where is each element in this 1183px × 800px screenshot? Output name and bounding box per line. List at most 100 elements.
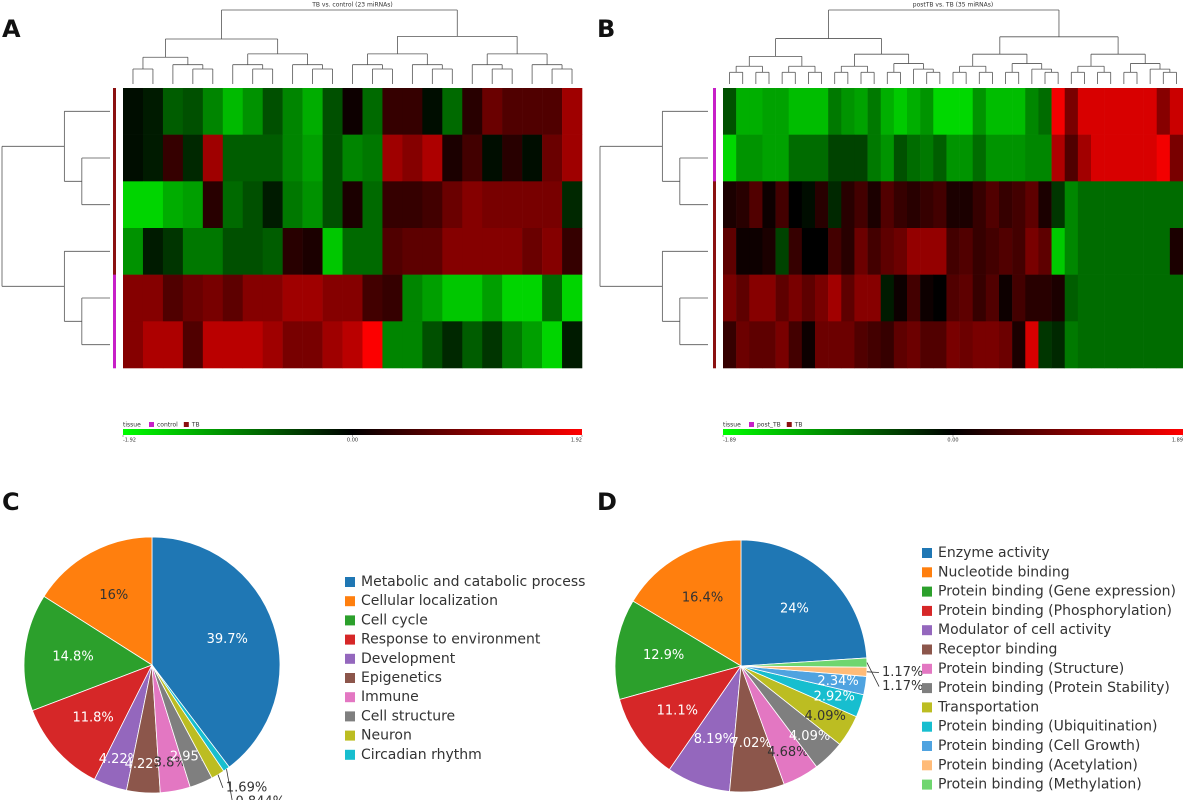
legend-label: Epigenetics <box>361 670 442 686</box>
heatmap-cell <box>775 134 790 182</box>
legend-swatch <box>345 711 355 722</box>
heatmap-cell <box>322 88 343 135</box>
heatmap-cell <box>1025 321 1039 369</box>
heatmap-cell <box>1143 134 1158 182</box>
pie-slice <box>740 539 868 667</box>
slice-label: 2.92% <box>814 690 855 705</box>
legend-label: control <box>157 422 178 429</box>
heatmap-cell <box>542 134 563 182</box>
legend-label: Metabolic and catabolic process <box>361 574 585 590</box>
heatmap-cell <box>1051 321 1066 369</box>
row-group-bar <box>713 321 716 369</box>
slice-label: 11.1% <box>657 704 698 719</box>
legend-label: Modulator of cell activity <box>938 622 1111 638</box>
heatmap-cell <box>762 321 776 369</box>
heatmap-cell <box>946 321 960 369</box>
heatmap-cell <box>1077 321 1092 369</box>
legend-label: Circadian rhythm <box>361 747 482 763</box>
heatmap-cell <box>1012 134 1026 182</box>
heatmap-cell <box>382 228 403 275</box>
heatmap-cell <box>867 134 882 182</box>
pie-slice <box>619 665 742 771</box>
heatmap-cell <box>222 134 244 182</box>
heatmap-cell <box>262 134 283 182</box>
heatmap-cell <box>462 321 483 369</box>
heatmap-cell <box>502 88 523 135</box>
heatmap-cell <box>162 274 184 322</box>
heatmap-cell <box>1038 181 1052 229</box>
pie-slice <box>151 536 281 768</box>
legend-label: Protein binding (Ubiquitination) <box>938 719 1157 735</box>
heatmap-cell <box>959 88 974 135</box>
heatmap-cell <box>1156 274 1171 322</box>
legend-label: Cell cycle <box>361 612 428 628</box>
heatmap-cell <box>442 134 463 182</box>
legend-label: Protein binding (Gene expression) <box>938 584 1176 600</box>
heatmap-cell <box>502 181 523 229</box>
heatmap-cell <box>1025 274 1039 322</box>
heatmap-cell <box>182 88 204 135</box>
heatmap-cell <box>801 274 816 322</box>
heatmap-cell <box>282 228 303 275</box>
heatmap-cell <box>302 134 323 182</box>
legend-swatch <box>922 567 932 578</box>
heatmap-cell <box>242 274 263 322</box>
panel-label: D <box>597 488 617 516</box>
heatmap-cell <box>828 321 842 369</box>
heatmap-cell <box>262 88 283 135</box>
heatmap-cell <box>920 321 934 369</box>
heatmap-cell <box>841 134 855 182</box>
heatmap-cell <box>1091 321 1105 369</box>
legend-swatch <box>922 702 932 713</box>
heatmap-cell <box>382 181 403 229</box>
heatmap-cell <box>1012 274 1026 322</box>
heatmap-cell <box>1104 321 1118 369</box>
heatmap-cell <box>522 181 543 229</box>
legend-swatch <box>922 548 932 558</box>
panel-label: A <box>2 15 21 43</box>
color-bar-tick-label: 1.89 <box>1172 438 1183 444</box>
heatmap-cell <box>907 181 921 229</box>
heatmap-cell <box>841 181 855 229</box>
legend-swatch <box>345 634 355 645</box>
heatmap-cell <box>736 134 750 182</box>
heatmap-cell <box>242 134 263 182</box>
heatmap-cell <box>482 274 503 322</box>
heatmap-cell <box>841 274 855 322</box>
heatmap-cell <box>242 228 263 275</box>
heatmap-cell <box>920 228 934 275</box>
legend-label: Protein binding (Protein Stability) <box>938 680 1170 696</box>
heatmap-cell <box>959 134 974 182</box>
heatmap-cell <box>123 228 144 275</box>
heatmap-cell <box>262 274 283 322</box>
heatmap-cell <box>1077 88 1092 135</box>
heatmap-cell <box>1038 88 1052 135</box>
legend-label: Protein binding (Acetylation) <box>938 757 1138 773</box>
heatmap-cell <box>907 228 921 275</box>
heatmap-cell <box>302 274 323 322</box>
slice-label: 2.34% <box>817 674 858 689</box>
legend-swatch <box>922 779 932 790</box>
heatmap-cell <box>362 181 383 229</box>
heatmap-cell <box>162 321 184 369</box>
legend-label: post_TB <box>757 422 781 429</box>
row-group-bar <box>713 134 716 182</box>
heatmap-cell <box>736 181 750 229</box>
heatmap-cell <box>985 88 1000 135</box>
legend-label: Protein binding (Methylation) <box>938 777 1142 793</box>
label-leader <box>217 774 224 788</box>
heatmap-cell <box>815 134 829 182</box>
row-group-bar <box>113 228 116 275</box>
heatmap-cell <box>815 321 829 369</box>
heatmap-cell <box>402 181 423 229</box>
heatmap-cell <box>362 134 383 182</box>
legend-swatch <box>786 422 792 427</box>
heatmap-cell <box>1038 321 1052 369</box>
heatmap-cell <box>162 134 184 182</box>
heatmap-cell <box>302 88 323 135</box>
legend-swatch <box>345 730 355 741</box>
heatmap-cell <box>322 181 343 229</box>
heatmap-cell <box>999 134 1013 182</box>
heatmap-cell <box>422 274 443 322</box>
color-bar-tick-label: 1.92 <box>571 438 582 444</box>
